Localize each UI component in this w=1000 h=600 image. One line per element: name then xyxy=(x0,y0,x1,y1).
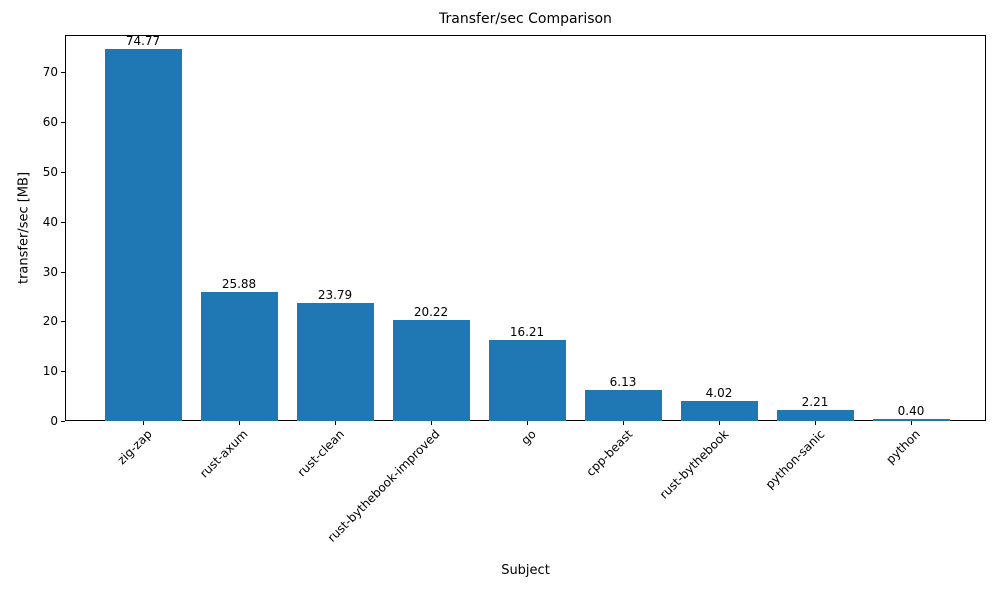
y-tick-label: 10 xyxy=(42,364,58,379)
bar xyxy=(200,292,278,421)
bar xyxy=(392,320,470,421)
x-tick-mark xyxy=(623,421,624,425)
bar xyxy=(680,400,758,421)
y-tick-label: 50 xyxy=(42,164,58,179)
x-tick-label: rust-axum xyxy=(197,427,251,481)
y-tick-mark xyxy=(61,421,65,422)
x-tick-mark xyxy=(719,421,720,425)
bar-value-label: 6.13 xyxy=(609,375,637,390)
x-tick-mark xyxy=(143,421,144,425)
y-tick-label: 30 xyxy=(42,264,58,279)
y-tick-label: 70 xyxy=(42,65,58,80)
bar-value-label: 16.21 xyxy=(509,325,545,340)
chart-title: Transfer/sec Comparison xyxy=(439,11,612,27)
x-tick-mark xyxy=(239,421,240,425)
y-tick-mark xyxy=(61,321,65,323)
x-tick-label: rust-bythebook-improved xyxy=(325,427,443,545)
y-tick-mark xyxy=(61,371,65,373)
bar xyxy=(872,419,950,421)
y-tick-label: 60 xyxy=(42,115,58,130)
y-tick-mark xyxy=(61,122,65,124)
x-tick-mark xyxy=(527,421,528,425)
x-tick-label: rust-bythebook xyxy=(656,427,731,502)
bar xyxy=(488,340,566,421)
bar-value-label: 25.88 xyxy=(221,277,257,292)
y-tick-mark xyxy=(61,72,65,74)
y-tick-mark xyxy=(61,271,65,273)
bar-value-label: 4.02 xyxy=(705,385,733,400)
y-tick-mark xyxy=(61,221,65,223)
x-tick-mark xyxy=(431,421,432,425)
bar-value-label: 20.22 xyxy=(413,305,449,320)
bar xyxy=(584,390,662,421)
x-tick-mark xyxy=(335,421,336,425)
bars-group xyxy=(66,36,985,421)
x-tick-label: zig-zap xyxy=(114,427,155,468)
bar-value-label: 0.40 xyxy=(897,404,925,418)
x-tick-label: cpp-beast xyxy=(582,427,635,479)
x-tick-mark xyxy=(815,421,816,425)
x-tick-mark xyxy=(911,421,912,425)
bar xyxy=(104,48,182,421)
plot-area xyxy=(65,35,986,421)
bar-value-label: 2.21 xyxy=(801,394,829,409)
x-tick-label: rust-clean xyxy=(294,427,347,480)
x-tick-label: go xyxy=(518,427,539,448)
bar-value-label: 23.79 xyxy=(317,287,353,302)
x-tick-label: python xyxy=(883,427,923,467)
x-tick-label: python-sanic xyxy=(762,427,827,492)
bar xyxy=(776,409,854,421)
bar xyxy=(296,302,374,421)
y-tick-label: 0 xyxy=(50,414,58,428)
y-tick-label: 20 xyxy=(42,314,58,329)
y-tick-mark xyxy=(61,171,65,173)
y-tick-label: 40 xyxy=(42,214,58,229)
bar-value-label: 74.77 xyxy=(125,33,161,48)
x-axis-label: Subject xyxy=(501,563,550,578)
